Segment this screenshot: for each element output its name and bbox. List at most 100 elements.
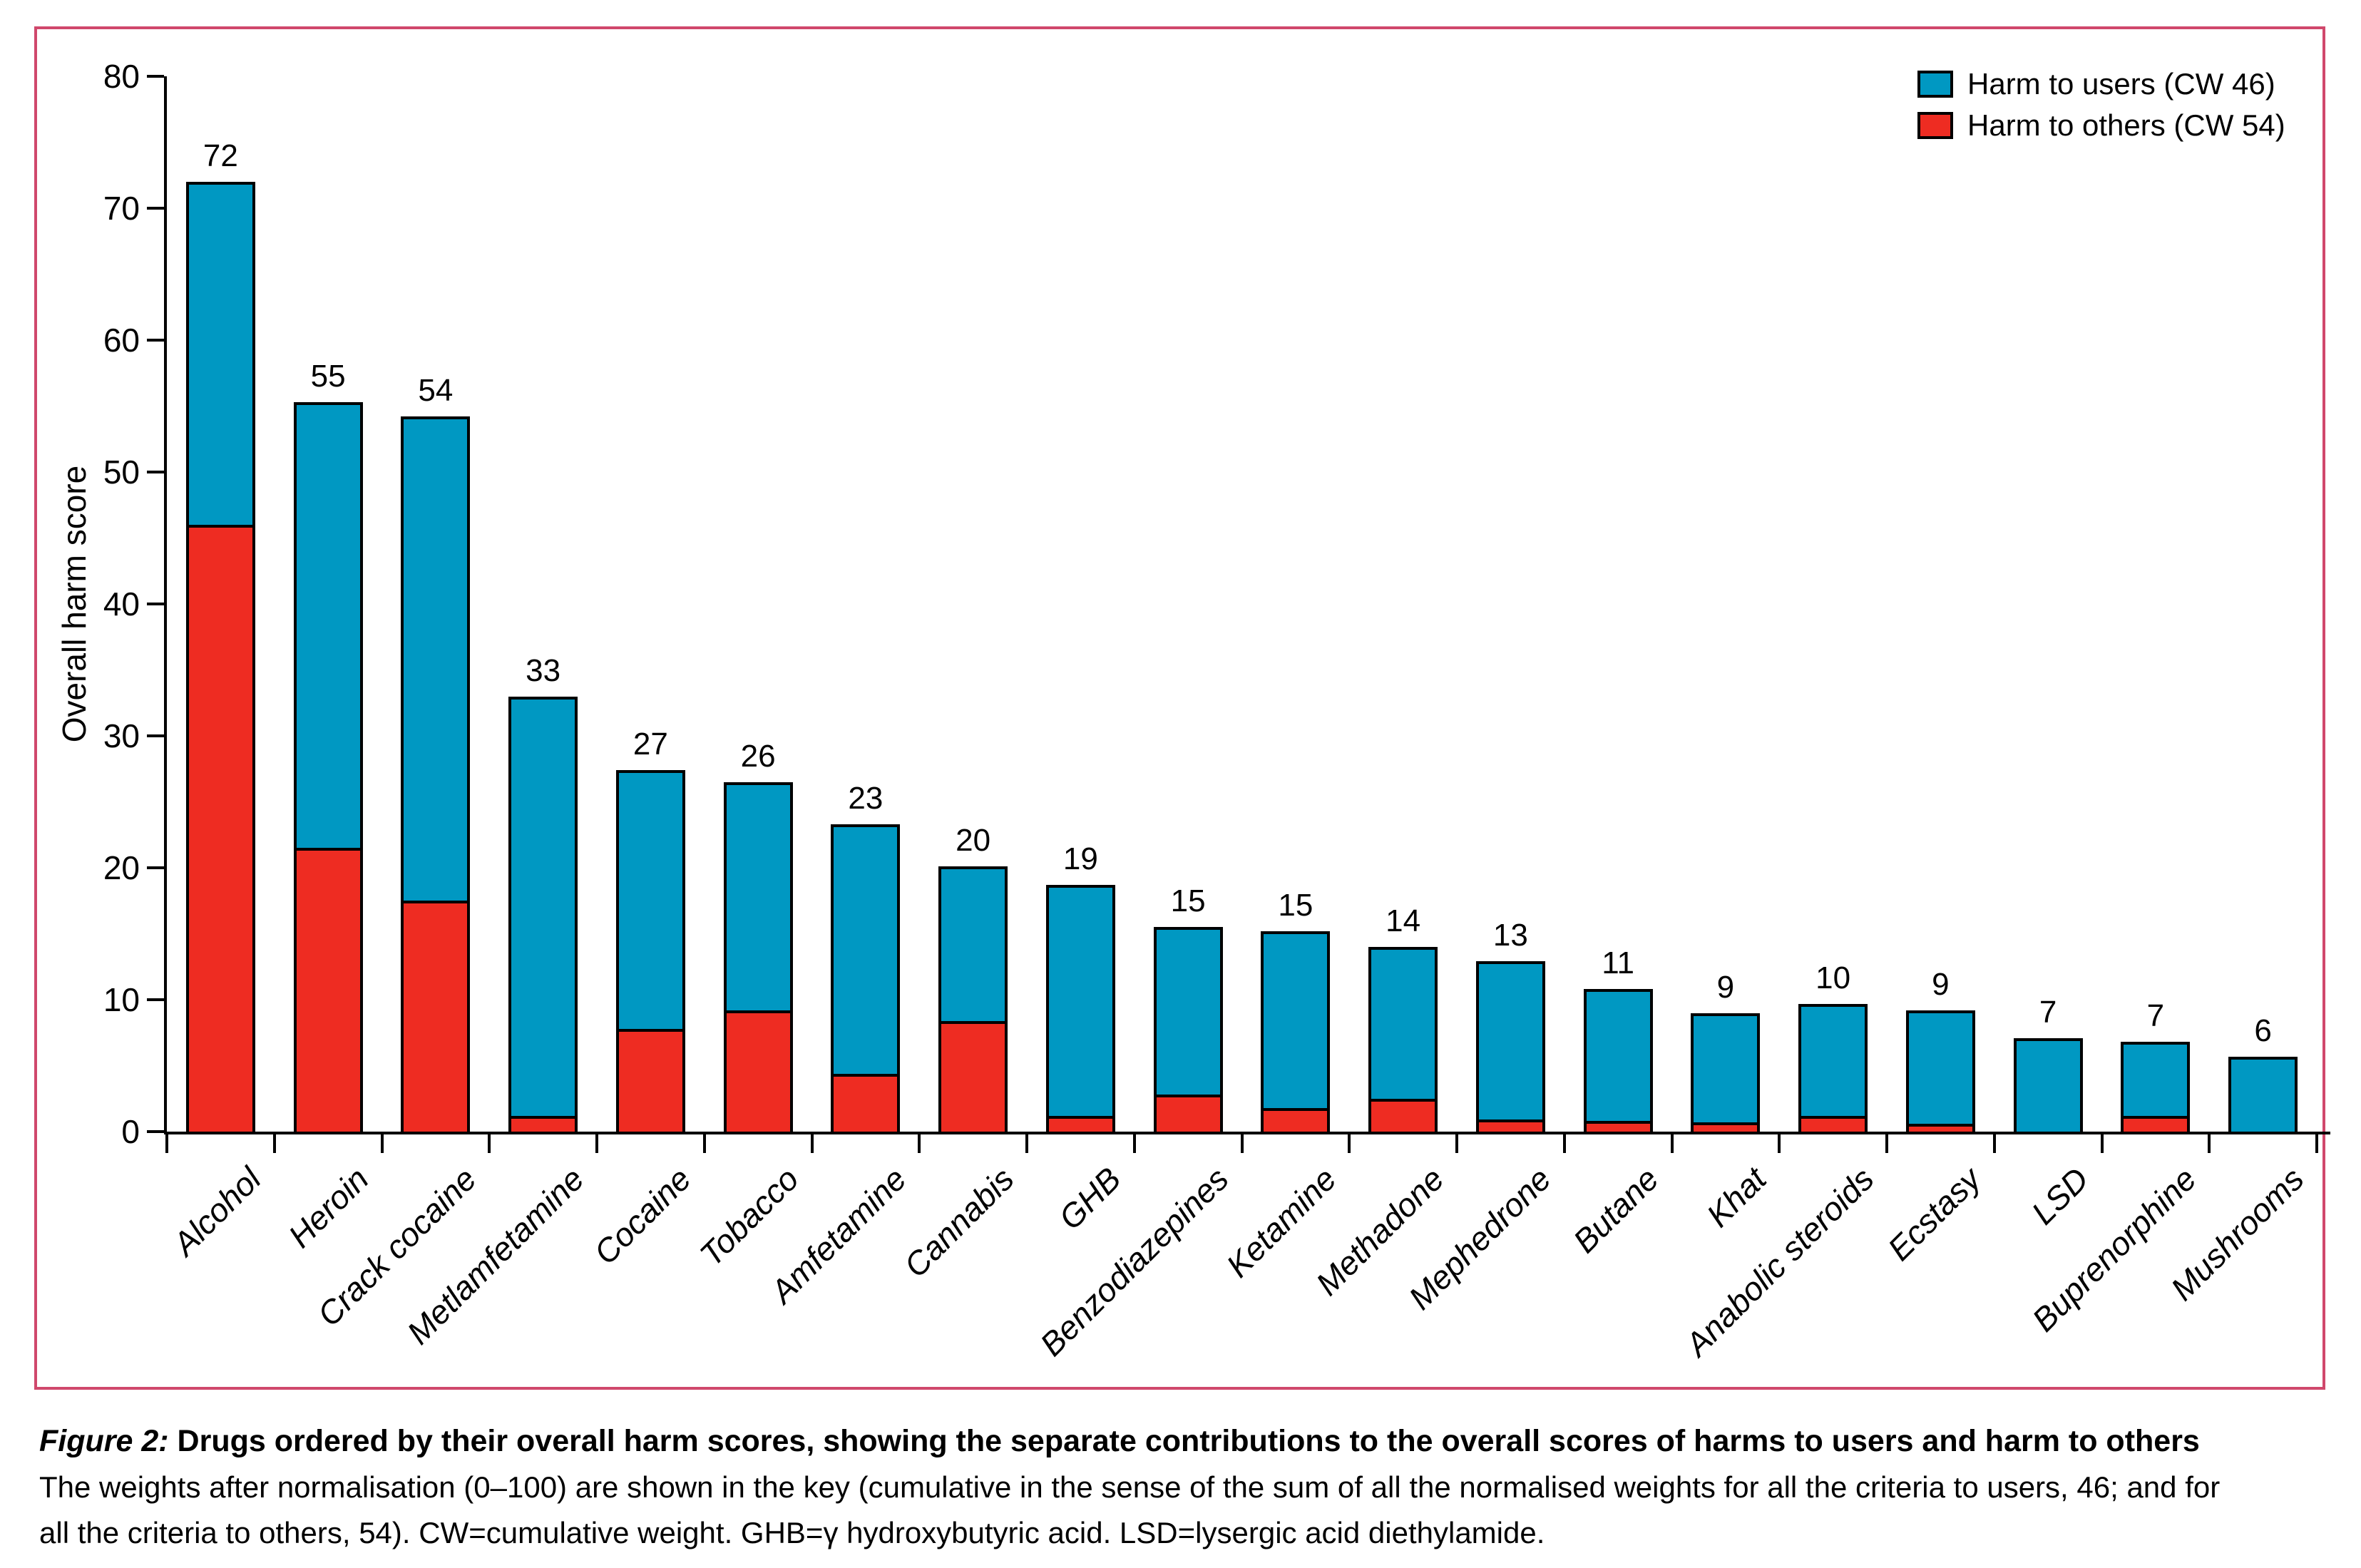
x-tick-11 <box>1348 1134 1351 1153</box>
y-tick-label-40: 40 <box>103 585 140 622</box>
x-tick-13 <box>1562 1134 1566 1153</box>
bar-khat-others <box>1694 1122 1758 1132</box>
bar-value-label-benzodiazepines: 15 <box>1170 883 1206 919</box>
x-tick-14 <box>1670 1134 1674 1153</box>
bar-value-label-khat: 9 <box>1716 969 1735 1005</box>
bar-cocaine-users <box>615 770 685 1134</box>
x-tick-8 <box>1025 1134 1028 1153</box>
bar-value-label-heroin: 55 <box>310 358 346 394</box>
bar-ecstasy-users <box>1905 1010 1975 1134</box>
caption-title-text: Drugs ordered by their overall harm scor… <box>177 1424 2200 1458</box>
bar-heroin-users <box>293 401 363 1134</box>
y-tick-80 <box>147 75 164 78</box>
x-tick-12 <box>1455 1134 1458 1153</box>
y-tick-label-10: 10 <box>103 981 140 1018</box>
bar-value-label-ketamine: 15 <box>1278 887 1313 923</box>
bar-tobacco-users <box>723 782 793 1134</box>
y-tick-label-30: 30 <box>103 717 140 754</box>
bar-lsd-users <box>2013 1037 2083 1134</box>
x-tick-19 <box>2208 1134 2211 1153</box>
bar-value-label-ecstasy: 9 <box>1932 966 1950 1002</box>
bar-ecstasy-others <box>1908 1123 1972 1132</box>
bar-value-label-ghb: 19 <box>1062 841 1098 877</box>
bar-value-label-alcohol: 72 <box>203 138 238 173</box>
x-tick-0 <box>165 1134 168 1153</box>
x-tick-16 <box>1885 1134 1888 1153</box>
y-axis-line <box>164 76 167 1132</box>
bar-value-label-cocaine: 27 <box>632 727 668 762</box>
axes-layer: 0 10 20 30 40 50 60 70 80 <box>37 29 2330 1387</box>
bar-ghb-users <box>1045 885 1115 1134</box>
figure-panel: Overall harm score 0 10 20 30 40 50 60 70 80 72 A… <box>34 26 2330 1390</box>
y-tick-label-0: 0 <box>121 1113 140 1150</box>
legend-swatch-harm-to-users <box>1917 71 1953 98</box>
bar-value-label-metlamfetamine: 33 <box>526 652 561 688</box>
y-tick-label-20: 20 <box>103 849 140 886</box>
y-tick-label-50: 50 <box>103 454 140 491</box>
bar-value-label-crack-cocaine: 54 <box>418 373 454 409</box>
x-tick-3 <box>488 1134 491 1153</box>
x-axis-line <box>164 1132 2330 1134</box>
bar-metlamfetamine-others <box>511 1115 575 1132</box>
bar-cannabis-others <box>941 1020 1005 1132</box>
bar-value-label-cannabis: 20 <box>956 823 991 859</box>
y-tick-70 <box>147 207 164 210</box>
legend-item-harm-to-users: Harm to users (CW 46) <box>1917 63 2285 105</box>
bar-benzodiazepines-others <box>1156 1095 1220 1132</box>
bar-anabolic-steroids-users <box>1798 1003 1868 1134</box>
y-tick-60 <box>147 339 164 342</box>
x-tick-1 <box>272 1134 276 1153</box>
bar-buprenorphine-others <box>2124 1115 2188 1132</box>
caption-body-line1: The weights after normalisation (0–100) … <box>39 1470 2221 1504</box>
y-tick-label-70: 70 <box>103 190 140 227</box>
y-tick-20 <box>147 866 164 869</box>
x-tick-6 <box>810 1134 814 1153</box>
y-tick-0 <box>147 1130 164 1133</box>
bar-alcohol-users <box>185 182 255 1134</box>
bar-methadone-others <box>1371 1098 1435 1132</box>
bar-metlamfetamine-users <box>508 696 578 1134</box>
bar-value-label-mushrooms: 6 <box>2254 1013 2272 1048</box>
bar-amfetamine-others <box>834 1073 898 1132</box>
bar-value-label-amfetamine: 23 <box>848 780 884 816</box>
bar-heroin-others <box>296 848 360 1132</box>
bar-crack-cocaine-others <box>404 901 468 1132</box>
y-tick-label-80: 80 <box>103 58 140 95</box>
bars-layer <box>37 29 2322 1387</box>
y-tick-50 <box>147 471 164 473</box>
bar-tobacco-others <box>726 1010 790 1132</box>
x-tick-4 <box>595 1134 598 1153</box>
bar-value-label-butane: 11 <box>1602 946 1634 981</box>
legend-label-harm-to-users: Harm to users (CW 46) <box>1967 67 2275 101</box>
labels-layer: 72 Alcohol 55 Heroin 54 Crack cocaine 33 Metlam… <box>37 29 2322 1387</box>
bar-ketamine-others <box>1264 1107 1328 1132</box>
caption-figure-label: Figure 2: <box>39 1424 169 1458</box>
bar-cocaine-others <box>618 1028 682 1132</box>
bar-value-label-buprenorphine: 7 <box>2146 998 2165 1034</box>
bar-value-label-methadone: 14 <box>1386 903 1421 938</box>
bar-mephedrone-others <box>1478 1119 1542 1132</box>
bar-value-label-mephedrone: 13 <box>1492 918 1528 953</box>
x-tick-5 <box>702 1134 706 1153</box>
caption-title: Figure 2: Drugs ordered by their overall… <box>39 1418 2350 1465</box>
bar-alcohol-others <box>188 525 252 1132</box>
x-tick-18 <box>2100 1134 2104 1153</box>
bar-benzodiazepines-users <box>1153 927 1223 1134</box>
bar-butane-users <box>1583 989 1653 1134</box>
bar-cannabis-users <box>938 866 1008 1134</box>
bar-value-label-lsd: 7 <box>2039 994 2057 1030</box>
bar-methadone-users <box>1368 947 1438 1134</box>
y-tick-40 <box>147 603 164 605</box>
x-tick-20 <box>2315 1134 2318 1153</box>
bar-buprenorphine-users <box>2121 1042 2191 1134</box>
x-tick-9 <box>1132 1134 1136 1153</box>
legend-label-harm-to-others: Harm to others (CW 54) <box>1967 108 2285 142</box>
bar-mephedrone-users <box>1475 961 1545 1134</box>
legend-item-harm-to-others: Harm to others (CW 54) <box>1917 105 2285 146</box>
legend: Harm to users (CW 46) Harm to others (CW… <box>1917 63 2285 146</box>
bar-butane-others <box>1586 1121 1650 1132</box>
y-tick-label-60: 60 <box>103 322 140 359</box>
bar-value-label-anabolic-steroids: 10 <box>1815 960 1851 995</box>
y-tick-30 <box>147 734 164 737</box>
bar-amfetamine-users <box>831 824 901 1134</box>
